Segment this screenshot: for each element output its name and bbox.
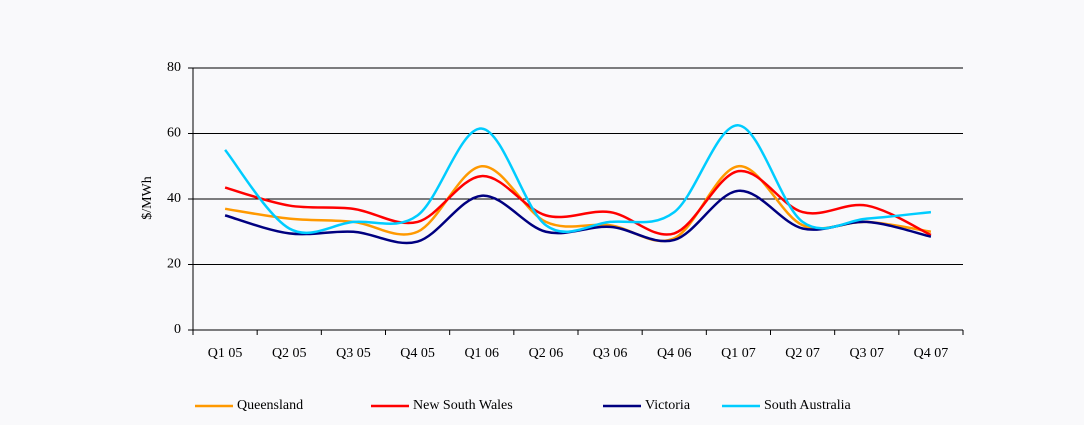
x-tick-label: Q3 06 xyxy=(593,346,628,361)
series-line xyxy=(224,169,932,237)
legend-label: New South Wales xyxy=(413,398,513,413)
y-tick-label: 40 xyxy=(167,191,181,206)
x-tick-label: Q4 05 xyxy=(400,346,435,361)
x-tick-label: Q1 07 xyxy=(721,346,756,361)
x-tick-label: Q3 07 xyxy=(849,346,884,361)
x-tick-label: Q3 05 xyxy=(336,346,371,361)
x-tick-label: Q4 07 xyxy=(914,346,949,361)
legend-label: South Australia xyxy=(764,398,852,413)
x-tick-label: Q1 06 xyxy=(464,346,499,361)
x-tick-label: Q2 07 xyxy=(785,346,820,361)
y-tick-label: 0 xyxy=(174,322,181,337)
y-tick-label: 80 xyxy=(167,60,181,75)
y-tick-label: 60 xyxy=(167,126,181,141)
x-tick-label: Q4 06 xyxy=(657,346,692,361)
y-tick-label: 20 xyxy=(167,257,181,272)
x-tick-label: Q2 05 xyxy=(272,346,307,361)
y-axis-label: $/MWh xyxy=(140,176,155,220)
series-line xyxy=(224,124,932,234)
x-tick-label: Q1 05 xyxy=(208,346,243,361)
legend-label: Queensland xyxy=(237,398,303,413)
legend-label: Victoria xyxy=(645,398,691,413)
x-tick-label: Q2 06 xyxy=(529,346,564,361)
